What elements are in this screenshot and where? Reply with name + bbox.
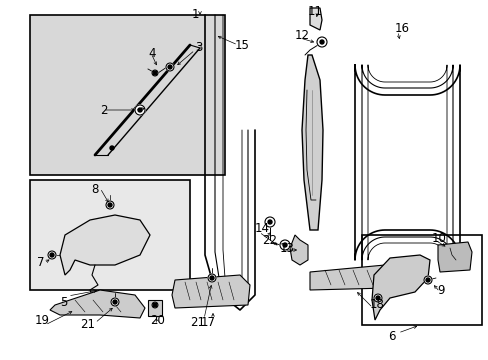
Text: 19: 19	[35, 314, 50, 327]
Polygon shape	[60, 215, 150, 275]
FancyBboxPatch shape	[30, 15, 224, 175]
Circle shape	[264, 217, 274, 227]
Text: 10: 10	[431, 231, 446, 244]
Polygon shape	[309, 8, 321, 30]
Circle shape	[423, 276, 431, 284]
Text: 8: 8	[91, 183, 99, 196]
Polygon shape	[302, 55, 323, 230]
Circle shape	[165, 63, 174, 71]
Text: 1: 1	[191, 8, 198, 21]
Circle shape	[280, 240, 289, 250]
Polygon shape	[309, 265, 389, 290]
Circle shape	[283, 243, 286, 247]
Polygon shape	[148, 300, 162, 316]
Text: 13: 13	[280, 242, 294, 255]
Circle shape	[207, 274, 216, 282]
Text: 4: 4	[148, 46, 155, 59]
Circle shape	[316, 37, 326, 47]
Circle shape	[135, 105, 145, 115]
Text: 16: 16	[394, 22, 409, 35]
Text: 20: 20	[150, 314, 164, 327]
Circle shape	[373, 294, 381, 302]
Circle shape	[267, 220, 271, 224]
Polygon shape	[437, 242, 471, 272]
Circle shape	[153, 303, 157, 307]
Text: 9: 9	[436, 284, 444, 297]
Circle shape	[152, 70, 158, 76]
Circle shape	[138, 108, 142, 112]
Text: 2: 2	[100, 104, 107, 117]
Text: 7: 7	[37, 256, 44, 269]
Circle shape	[319, 40, 324, 44]
Polygon shape	[371, 255, 429, 320]
Text: 6: 6	[387, 330, 395, 343]
Polygon shape	[172, 275, 249, 308]
Circle shape	[106, 201, 114, 209]
Circle shape	[111, 298, 119, 306]
Circle shape	[209, 276, 214, 280]
FancyBboxPatch shape	[30, 180, 190, 290]
Polygon shape	[289, 235, 307, 265]
Text: 3: 3	[195, 41, 202, 54]
Circle shape	[168, 65, 172, 69]
Circle shape	[152, 302, 158, 308]
Circle shape	[108, 203, 112, 207]
Text: 5: 5	[60, 296, 67, 309]
Circle shape	[50, 253, 54, 257]
Text: 21: 21	[81, 318, 95, 331]
Circle shape	[113, 300, 117, 304]
Text: 14: 14	[254, 221, 269, 234]
Text: 15: 15	[235, 39, 249, 51]
Circle shape	[375, 296, 379, 300]
Polygon shape	[50, 290, 145, 318]
Circle shape	[110, 146, 114, 150]
FancyBboxPatch shape	[361, 235, 481, 325]
Text: 11: 11	[307, 5, 322, 18]
Text: 21: 21	[190, 316, 205, 329]
Text: 17: 17	[200, 316, 215, 329]
Text: 12: 12	[294, 28, 309, 41]
Circle shape	[153, 71, 157, 75]
Circle shape	[425, 278, 429, 282]
Circle shape	[48, 251, 56, 259]
Text: 18: 18	[369, 298, 384, 311]
Text: 22: 22	[262, 234, 276, 247]
